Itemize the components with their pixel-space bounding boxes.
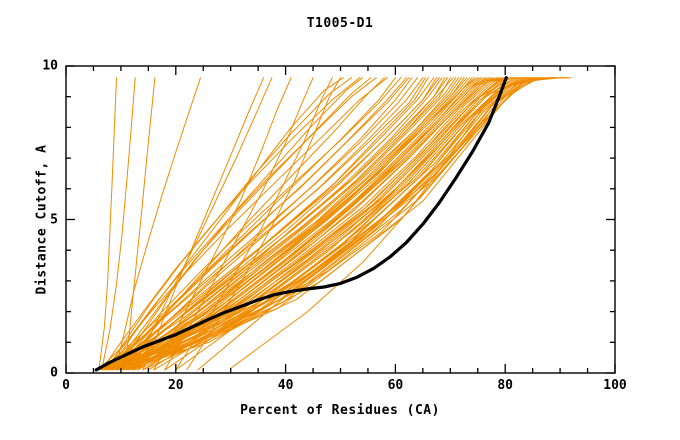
prediction-curve xyxy=(142,77,265,371)
prediction-curve xyxy=(175,77,567,371)
axes-layer xyxy=(65,65,616,374)
prediction-curve xyxy=(197,77,572,371)
prediction-curve xyxy=(230,77,509,369)
x-tick-label: 100 xyxy=(603,378,627,393)
y-tick-label: 5 xyxy=(50,212,58,227)
x-tick-label: 80 xyxy=(497,378,514,393)
reference-curve-layer xyxy=(94,76,508,372)
prediction-curve xyxy=(98,77,427,371)
prediction-curve xyxy=(117,77,451,371)
x-tick-label: 20 xyxy=(167,378,184,393)
prediction-curve xyxy=(164,77,314,371)
prediction-curve xyxy=(103,77,418,371)
x-axis-label: Percent of Residues (CA) xyxy=(240,403,440,418)
prediction-curve xyxy=(101,77,410,371)
prediction-curve xyxy=(120,77,429,371)
prediction-curve xyxy=(120,77,385,371)
prediction-curve xyxy=(106,77,550,371)
prediction-curve xyxy=(106,77,501,371)
prediction-curve xyxy=(112,77,372,371)
prediction-curve xyxy=(131,77,556,371)
prediction-curve xyxy=(103,77,517,371)
prediction-curves-layer xyxy=(98,77,572,371)
prediction-curve xyxy=(101,77,440,371)
prediction-curve xyxy=(98,77,388,371)
prediction-curve xyxy=(142,77,564,371)
prediction-curve xyxy=(98,77,117,371)
prediction-curve xyxy=(101,77,136,371)
x-tick-label: 0 xyxy=(62,378,70,393)
prediction-curve xyxy=(153,77,292,371)
page-title: T1005-D1 xyxy=(306,16,374,31)
prediction-curve xyxy=(101,77,361,371)
prediction-curve xyxy=(125,77,569,371)
y-tick-label: 10 xyxy=(42,58,58,74)
x-tick-label: 40 xyxy=(277,378,294,393)
x-tick-label: 60 xyxy=(387,378,404,393)
prediction-curve xyxy=(109,77,531,371)
prediction-curve xyxy=(106,77,402,371)
prediction-curve xyxy=(117,77,363,371)
prediction-curve xyxy=(120,77,470,371)
prediction-curve xyxy=(98,77,509,371)
prediction-curve xyxy=(142,77,534,371)
prediction-curve xyxy=(98,77,454,371)
reference-curve xyxy=(94,76,508,372)
prediction-curve xyxy=(114,77,201,371)
y-tick-label: 0 xyxy=(50,365,58,381)
